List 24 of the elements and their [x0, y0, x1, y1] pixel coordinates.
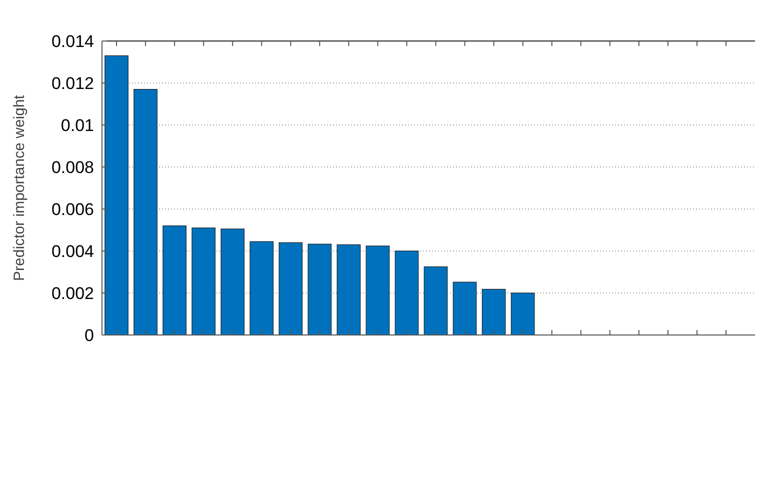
bar [394, 250, 419, 336]
bar [278, 242, 303, 336]
bar [336, 244, 361, 336]
bar [162, 226, 186, 336]
bar [424, 266, 448, 336]
bar [510, 292, 535, 336]
bar [104, 55, 128, 336]
bar [250, 241, 274, 336]
bar [134, 89, 158, 336]
y-tick-label: 0.008 [51, 158, 94, 177]
bar [452, 282, 477, 336]
y-tick-label: 0.012 [51, 74, 94, 93]
bar [482, 288, 506, 336]
y-tick-label: 0.014 [51, 32, 94, 51]
bar [192, 228, 216, 336]
y-tick-label: 0.006 [51, 200, 94, 219]
y-tick-label: 0.004 [51, 242, 94, 261]
bar [220, 228, 245, 336]
y-tick-label: 0 [84, 326, 94, 345]
y-axis-title: Predictor importance weight [11, 94, 28, 281]
bar [366, 246, 390, 336]
y-tick-label: 0.002 [51, 284, 94, 303]
y-tick-label: 0.01 [60, 116, 94, 135]
bar [308, 244, 332, 336]
